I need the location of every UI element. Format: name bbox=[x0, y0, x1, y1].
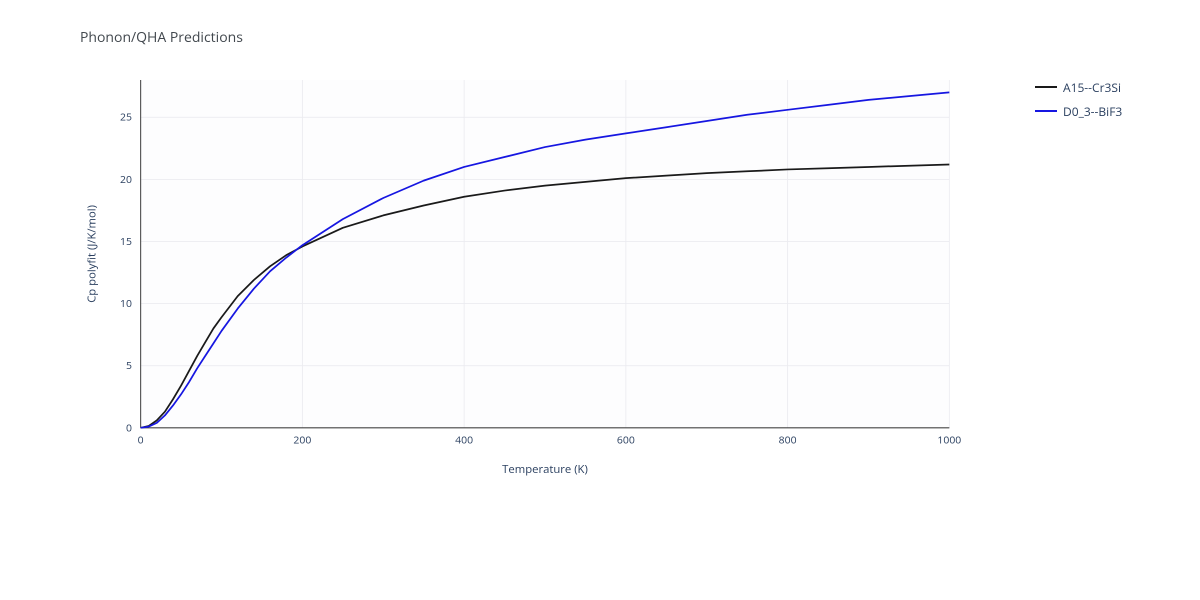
svg-text:1000: 1000 bbox=[937, 433, 961, 447]
svg-text:0: 0 bbox=[126, 421, 132, 435]
svg-text:10: 10 bbox=[120, 297, 132, 311]
legend-label-0: A15--Cr3Si bbox=[1063, 79, 1121, 96]
plot-background bbox=[141, 80, 950, 428]
svg-text:800: 800 bbox=[779, 433, 797, 447]
legend-item-1[interactable]: D0_3--BiF3 bbox=[1035, 102, 1122, 120]
legend-swatch-1 bbox=[1035, 110, 1057, 112]
y-tick-labels: 0 5 10 15 20 25 bbox=[120, 111, 132, 436]
y-axis-label: Cp polyfit (J/K/mol) bbox=[84, 205, 99, 303]
legend-label-1: D0_3--BiF3 bbox=[1063, 103, 1122, 120]
x-axis-label: Temperature (K) bbox=[502, 462, 588, 477]
x-tick-labels: 0 200 400 600 800 1000 bbox=[138, 433, 962, 447]
legend-item-0[interactable]: A15--Cr3Si bbox=[1035, 78, 1122, 96]
legend-swatch-0 bbox=[1035, 86, 1057, 88]
chart-title: Phonon/QHA Predictions bbox=[80, 28, 243, 47]
svg-text:400: 400 bbox=[455, 433, 473, 447]
svg-text:5: 5 bbox=[126, 359, 132, 373]
legend: A15--Cr3Si D0_3--BiF3 bbox=[1035, 78, 1122, 126]
svg-text:15: 15 bbox=[120, 235, 132, 249]
svg-text:25: 25 bbox=[120, 111, 132, 125]
svg-text:600: 600 bbox=[617, 433, 635, 447]
svg-text:20: 20 bbox=[120, 173, 132, 187]
svg-text:200: 200 bbox=[293, 433, 311, 447]
svg-text:0: 0 bbox=[138, 433, 144, 447]
plot-svg: 0 200 400 600 800 1000 0 5 10 15 20 25 Temperature… bbox=[80, 80, 1010, 480]
